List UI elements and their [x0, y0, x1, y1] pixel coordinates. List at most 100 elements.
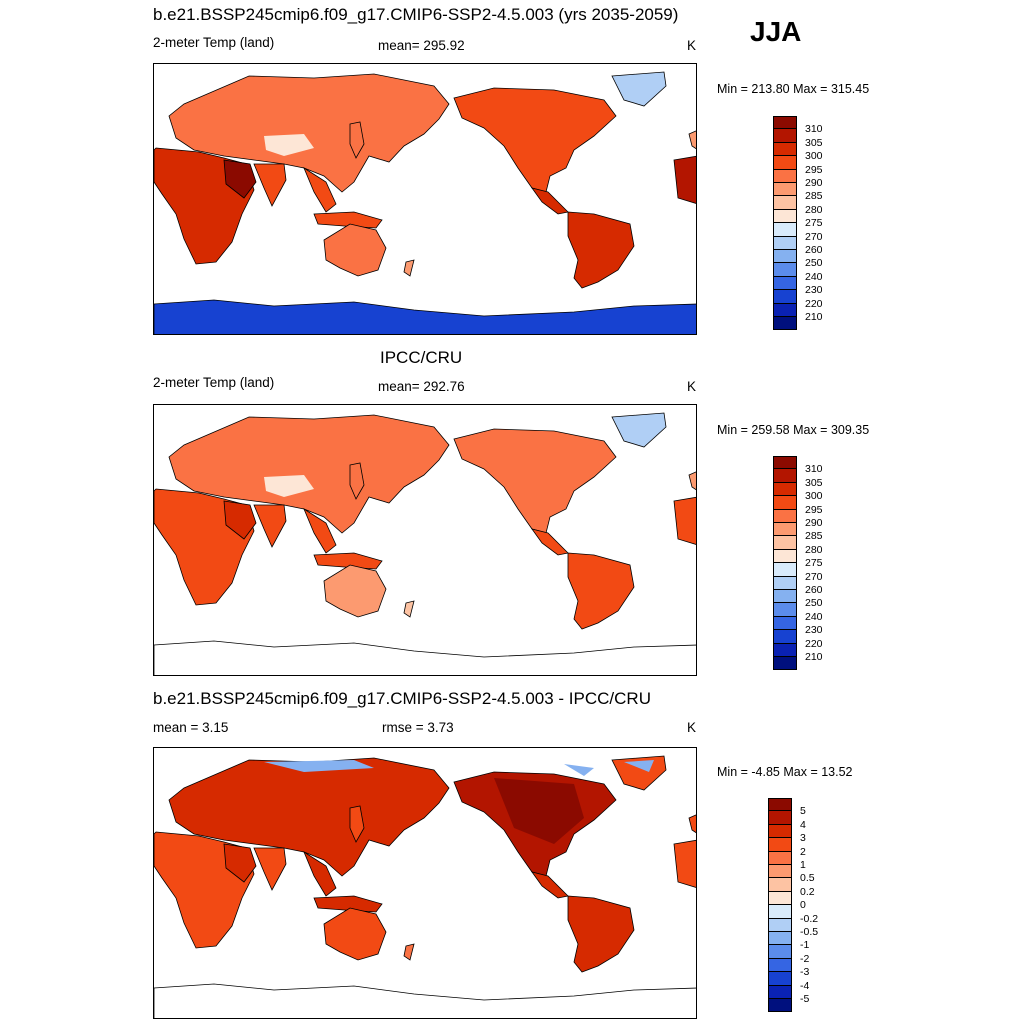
colorbar-tick-label: -1 — [800, 939, 810, 952]
landmass-eurasia — [168, 73, 450, 193]
colorbar-tick-label: 240 — [805, 270, 823, 283]
colorbar-swatch — [768, 878, 792, 892]
landmass-eurasia — [168, 414, 450, 534]
landmass-arabia — [223, 159, 257, 199]
landmass-uk — [688, 814, 696, 834]
colorbar-tick-label: 210 — [805, 651, 823, 663]
landmass-weurope — [673, 496, 696, 545]
colorbar-tick-label: 270 — [805, 570, 823, 583]
colorbar-tick-label: 250 — [805, 597, 823, 610]
colorbar-tick-label: 4 — [800, 818, 806, 831]
colorbar-tick-label: 310 — [805, 123, 823, 136]
panel-2-title: IPCC/CRU — [380, 348, 463, 367]
cool-anomaly-patch — [264, 760, 374, 772]
colorbar-swatch — [773, 142, 797, 157]
landmass-japan — [349, 462, 365, 500]
plateau-patch — [264, 475, 314, 497]
landmass-weurope — [673, 155, 696, 204]
map-svg — [154, 412, 696, 675]
colorbar-swatch — [768, 932, 792, 946]
colorbar-swatch — [773, 630, 797, 644]
panel-3-rmse-label: rmse = 3.73 — [382, 720, 454, 735]
landmass-indonesia — [313, 552, 383, 570]
colorbar-swatch — [773, 129, 797, 143]
colorbar-tick-label: 290 — [805, 517, 823, 529]
landmass-namerica — [453, 428, 617, 534]
colorbar-swatch — [773, 250, 797, 264]
colorbar-swatch — [773, 183, 797, 197]
panel-3-map — [153, 747, 697, 1019]
colorbar-swatch — [773, 643, 797, 657]
colorbar-swatch — [773, 616, 797, 631]
panel-3-mean-label: mean = 3.15 — [153, 720, 229, 735]
colorbar-swatch — [773, 509, 797, 523]
colorbar-swatch — [768, 824, 792, 839]
colorbar-swatch — [768, 838, 792, 852]
landmass-greenland — [611, 71, 667, 107]
landmass-australia — [323, 907, 387, 961]
colorbar-swatch — [768, 945, 792, 959]
panel-1-title: b.e21.BSSP245cmip6.f09_g17.CMIP6-SSP2-4.… — [153, 5, 679, 24]
colorbar-tick-label: 310 — [805, 463, 823, 476]
colorbar-tick-label: 230 — [805, 284, 823, 297]
colorbar-frame — [773, 116, 797, 331]
landmass-indonesia — [313, 895, 383, 913]
colorbar-swatch — [773, 549, 797, 564]
landmass-japan — [349, 121, 365, 159]
landmass-namerica — [453, 87, 617, 193]
panel-1-map — [153, 63, 697, 335]
cool-anomaly-patch — [624, 760, 654, 772]
colorbar-swatch — [773, 456, 797, 470]
colorbar-swatch — [773, 116, 797, 130]
colorbar-tick-label: 240 — [805, 610, 823, 623]
colorbar-tick-label: 0.5 — [800, 872, 815, 885]
colorbar-swatch — [773, 303, 797, 317]
landmass-samerica — [567, 895, 635, 973]
panel-2-mean-label: mean= 292.76 — [378, 379, 465, 394]
landmass-seasia — [303, 850, 337, 897]
colorbar-swatch — [773, 576, 797, 590]
panel-1-mean-label: mean= 295.92 — [378, 38, 465, 53]
colorbar-tick-label: -3 — [800, 966, 810, 979]
colorbar-tick-label: 305 — [805, 136, 823, 149]
colorbar-tick-label: 300 — [805, 150, 823, 163]
colorbar-frame — [768, 798, 792, 1013]
season-label: JJA — [750, 16, 802, 47]
colorbar-tick-label: 220 — [805, 297, 823, 310]
panel-3-title: b.e21.BSSP245cmip6.f09_g17.CMIP6-SSP2-4.… — [153, 689, 651, 708]
colorbar-swatch — [773, 523, 797, 537]
colorbar-swatch — [773, 223, 797, 237]
colorbar-swatch — [768, 798, 792, 812]
landmass-arabia — [223, 500, 257, 540]
colorbar-tick-label: 250 — [805, 257, 823, 270]
landmass-camerica — [531, 528, 569, 556]
colorbar-swatch — [768, 985, 792, 999]
colorbar-swatch — [773, 469, 797, 483]
colorbar-tick-label: 2 — [800, 845, 806, 858]
landmass-seasia — [303, 507, 337, 554]
colorbar-tick-label: -0.5 — [800, 926, 819, 938]
panel-1-minmax: Min = 213.80 Max = 315.45 — [717, 82, 870, 96]
landmass-samerica — [567, 211, 635, 289]
colorbar-tick-label: 275 — [805, 557, 823, 570]
colorbar-tick-label: 295 — [805, 163, 823, 176]
panel-3-minmax: Min = -4.85 Max = 13.52 — [717, 765, 853, 779]
landmass-seasia — [303, 166, 337, 213]
landmass-indonesia — [313, 211, 383, 229]
colorbar-swatch — [773, 590, 797, 604]
colorbar-tick-label: 260 — [805, 244, 823, 256]
colorbar-tick-label: 305 — [805, 476, 823, 489]
colorbar-swatch — [768, 865, 792, 879]
landmass-nz — [403, 943, 415, 961]
map-svg — [154, 71, 696, 334]
colorbar-tick-label: 285 — [805, 530, 823, 543]
colorbar-swatch — [773, 209, 797, 224]
landmass-samerica — [567, 552, 635, 630]
panel-1-units: K — [687, 38, 697, 53]
landmass-arabia — [223, 843, 257, 883]
panel-2-map — [153, 404, 697, 676]
landmass-australia — [323, 564, 387, 618]
colorbar-tick-label: 0 — [800, 899, 806, 912]
cool-anomaly-patch — [564, 764, 594, 776]
